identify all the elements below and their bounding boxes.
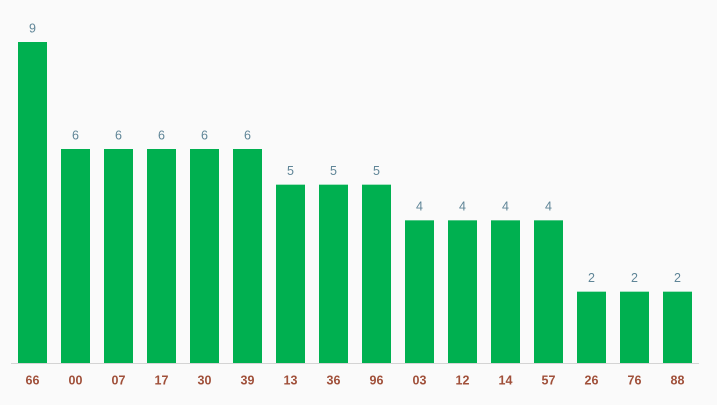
bar bbox=[448, 220, 477, 363]
x-tick-label: 12 bbox=[456, 373, 470, 387]
x-tick-label: 00 bbox=[69, 373, 83, 387]
value-label: 6 bbox=[115, 128, 122, 142]
bar bbox=[61, 149, 90, 363]
value-label: 2 bbox=[674, 271, 681, 285]
value-label: 4 bbox=[545, 200, 552, 214]
x-tick-label: 88 bbox=[671, 373, 685, 387]
value-label: 6 bbox=[201, 128, 208, 142]
x-tick-label: 76 bbox=[628, 373, 642, 387]
bar bbox=[147, 149, 176, 363]
bar bbox=[233, 149, 262, 363]
value-label: 6 bbox=[72, 128, 79, 142]
bar bbox=[18, 42, 47, 363]
x-tick-label: 57 bbox=[542, 373, 556, 387]
bar bbox=[104, 149, 133, 363]
value-label: 4 bbox=[502, 200, 509, 214]
x-tick-label: 36 bbox=[327, 373, 341, 387]
x-tick-label: 39 bbox=[241, 373, 255, 387]
value-label: 9 bbox=[29, 21, 36, 35]
bar bbox=[319, 184, 348, 363]
x-tick-label: 07 bbox=[112, 373, 126, 387]
value-label: 6 bbox=[244, 128, 251, 142]
bar bbox=[534, 220, 563, 363]
value-label: 6 bbox=[158, 128, 165, 142]
bar bbox=[405, 220, 434, 363]
bar bbox=[577, 291, 606, 363]
value-label: 2 bbox=[631, 271, 638, 285]
bar bbox=[620, 291, 649, 363]
bar bbox=[491, 220, 520, 363]
bar bbox=[190, 149, 219, 363]
x-tick-label: 26 bbox=[585, 373, 599, 387]
value-label: 4 bbox=[416, 200, 423, 214]
x-tick-label: 13 bbox=[284, 373, 298, 387]
bar bbox=[276, 184, 305, 363]
x-tick-label: 17 bbox=[155, 373, 169, 387]
x-tick-label: 30 bbox=[198, 373, 212, 387]
value-label: 5 bbox=[373, 164, 380, 178]
value-label: 2 bbox=[588, 271, 595, 285]
bar bbox=[663, 291, 692, 363]
value-label: 4 bbox=[459, 200, 466, 214]
bar bbox=[362, 184, 391, 363]
x-tick-label: 14 bbox=[499, 373, 513, 387]
value-label: 5 bbox=[287, 164, 294, 178]
value-label: 5 bbox=[330, 164, 337, 178]
x-tick-label: 03 bbox=[413, 373, 427, 387]
x-tick-label: 96 bbox=[370, 373, 384, 387]
x-tick-label: 66 bbox=[26, 373, 40, 387]
